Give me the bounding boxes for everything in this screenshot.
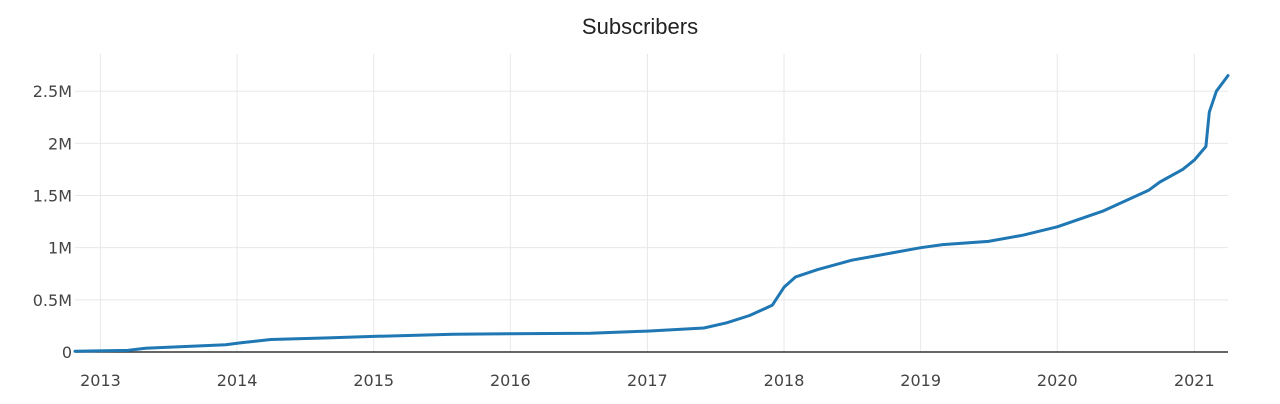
x-tick-label: 2017 [627,371,668,390]
y-tick-label: 0 [62,343,72,362]
x-tick-label: 2021 [1174,371,1215,390]
tick-labels: 2013 2014 2015 2016 2017 2018 2019 2020 2021 0 0.5… [33,82,1215,390]
y-tick-label: 0.5M [33,291,72,310]
y-tick-label: 1.5M [33,187,72,206]
y-tick-label: 2.5M [33,82,72,101]
y-tick-label: 1M [48,239,72,258]
series-line [73,74,1230,353]
x-tick-label: 2016 [490,371,531,390]
y-tick-label: 2M [48,134,72,153]
x-tick-label: 2020 [1037,371,1078,390]
chart-title: Subscribers [581,14,699,39]
grid-lines [75,54,1228,352]
x-tick-label: 2018 [764,371,805,390]
x-tick-label: 2014 [217,371,258,390]
x-tick-label: 2013 [80,371,121,390]
series-layer [73,74,1230,353]
x-tick-label: 2015 [353,371,394,390]
x-tick-label: 2019 [900,371,941,390]
